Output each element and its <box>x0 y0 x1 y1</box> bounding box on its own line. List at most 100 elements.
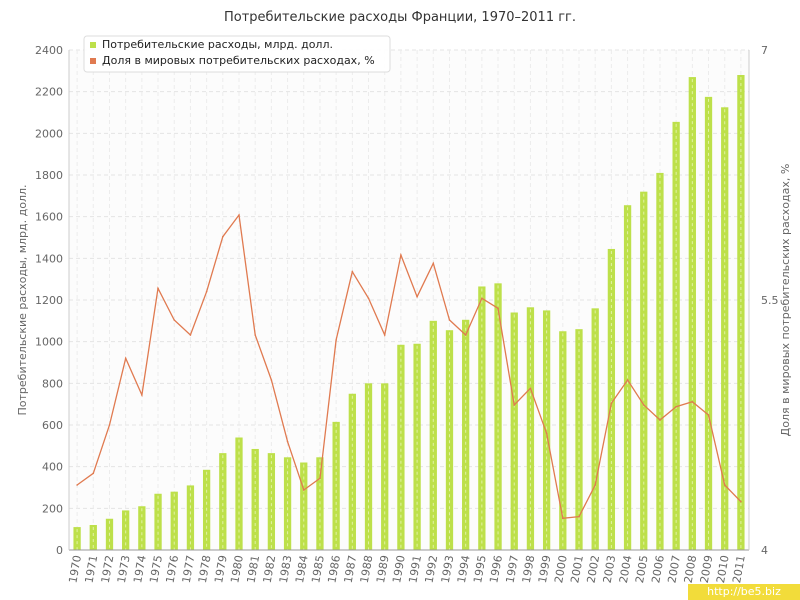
x-tick-label: 2001 <box>568 554 586 584</box>
x-tick-label: 2006 <box>649 554 667 584</box>
line-point <box>157 287 159 290</box>
y2-tick-label: 7 <box>761 44 768 57</box>
x-tick-label: 1970 <box>66 554 84 584</box>
bar <box>364 383 373 550</box>
x-tick-label: 2010 <box>714 554 732 584</box>
x-tick-label: 1982 <box>261 554 279 584</box>
x-tick-label: 1999 <box>536 554 554 584</box>
bar <box>170 491 178 550</box>
line-point <box>367 297 370 300</box>
y-tick-label: 200 <box>42 502 63 515</box>
x-tick-label: 2004 <box>617 554 635 584</box>
watermark: http://be5.biz <box>688 584 800 600</box>
x-tick-label: 1977 <box>180 554 198 584</box>
x-tick-label: 1996 <box>487 554 505 584</box>
line-point <box>173 319 176 321</box>
line-point <box>416 295 418 298</box>
line-point <box>464 334 467 336</box>
bar <box>413 343 421 550</box>
x-tick-label: 1980 <box>228 554 246 584</box>
line-point <box>238 214 240 216</box>
line-point <box>675 405 677 408</box>
x-tick-label: 1993 <box>439 554 457 584</box>
line-point <box>400 254 402 256</box>
legend-swatch <box>90 42 96 48</box>
line-point <box>189 334 192 336</box>
line-point <box>610 402 613 405</box>
line-point <box>432 262 435 265</box>
y-tick-label: 400 <box>42 461 63 474</box>
y-tick-label: 1800 <box>35 169 63 182</box>
x-tick-label: 1998 <box>520 554 538 584</box>
line-point <box>141 394 143 396</box>
bar <box>348 393 356 550</box>
x-tick-label: 1979 <box>212 554 230 584</box>
y-tick-label: 1000 <box>35 336 63 349</box>
line-point <box>594 484 596 486</box>
line-point <box>76 484 78 486</box>
y-tick-label: 1400 <box>35 252 63 265</box>
bar <box>526 307 535 550</box>
line-point <box>270 379 273 381</box>
x-tick-label: 1987 <box>342 554 360 584</box>
line-point <box>448 319 451 321</box>
y-tick-label: 600 <box>42 419 63 432</box>
axes: 0 200 400 600 800 1000 1200 1400 1600 1800 2000 220… <box>16 44 792 584</box>
line-point <box>578 515 580 518</box>
legend-label: Потребительские расходы, млрд. долл. <box>102 38 333 51</box>
x-tick-label: 1992 <box>423 554 441 584</box>
y2-axis-title: Доля в мировых потребительских расходах,… <box>779 164 792 437</box>
line-point <box>545 432 548 435</box>
y-tick-label: 800 <box>42 377 63 390</box>
x-tick-label: 1984 <box>293 554 311 584</box>
line-point <box>723 484 726 486</box>
y-axis-title: Потребительские расходы, млрд. долл. <box>16 185 29 416</box>
line-point <box>92 472 95 475</box>
bar <box>267 453 276 550</box>
bar <box>559 331 567 550</box>
y-tick-label: 1200 <box>35 294 63 307</box>
line-point <box>513 404 516 406</box>
x-tick-label: 1974 <box>131 554 149 584</box>
x-tick-label: 2009 <box>698 554 716 584</box>
x-tick-label: 1991 <box>406 554 424 584</box>
x-tick-label: 1975 <box>147 554 165 584</box>
line-point <box>383 334 386 336</box>
y-tick-label: 2200 <box>35 86 63 99</box>
bar <box>89 525 97 550</box>
line-point <box>740 500 742 503</box>
line-point <box>254 334 256 336</box>
legend-swatch <box>90 58 96 64</box>
x-tick-label: 1989 <box>374 554 392 584</box>
line-series <box>76 213 742 520</box>
bar-series <box>73 75 745 551</box>
line-point <box>562 517 564 520</box>
line-point <box>497 307 499 310</box>
line-point <box>659 419 661 421</box>
x-tick-label: 1988 <box>358 554 376 584</box>
line-point <box>529 387 532 390</box>
x-tick-label: 1995 <box>471 554 489 584</box>
line-point <box>124 357 127 360</box>
bar <box>429 320 437 550</box>
x-tick-label: 2003 <box>601 554 619 584</box>
bar <box>478 286 486 550</box>
x-tick-label: 2011 <box>730 554 748 584</box>
x-tick-label: 2008 <box>682 554 700 584</box>
line-point <box>205 290 208 293</box>
y-tick-label: 0 <box>56 544 63 557</box>
line-point <box>351 270 354 273</box>
x-tick-label: 2000 <box>552 554 570 584</box>
x-tick-label: 1972 <box>99 554 117 584</box>
line-point <box>222 235 224 238</box>
line-point <box>335 339 337 341</box>
x-tick-label: 2002 <box>584 554 602 584</box>
legend-label: Доля в мировых потребительских расходах,… <box>102 54 375 67</box>
x-tick-label: 1978 <box>196 554 214 584</box>
line-point <box>626 379 629 381</box>
bar <box>73 527 81 550</box>
bar <box>721 107 729 551</box>
line-point <box>319 477 321 480</box>
x-tick-label: 2005 <box>633 554 651 584</box>
